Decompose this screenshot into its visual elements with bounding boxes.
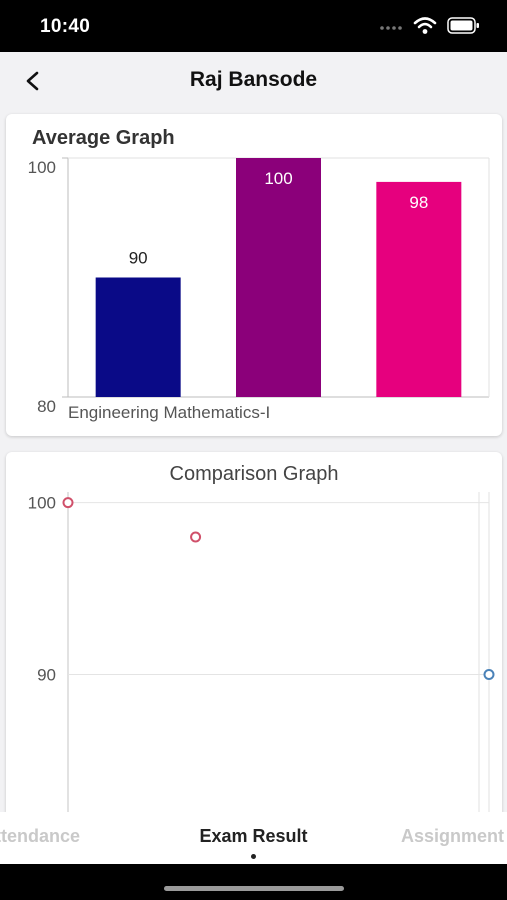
comparison-graph-title: Comparison Graph <box>170 463 339 485</box>
home-indicator[interactable] <box>164 886 344 891</box>
average-graph-card: Average Graph 90 100 98 100 80 Engineering … <box>6 114 502 436</box>
bar[interactable] <box>95 277 181 398</box>
x-category-label: Engineering Mathematics-I <box>68 403 270 422</box>
signal-dots-icon <box>380 26 402 30</box>
battery-icon <box>447 17 479 34</box>
average-graph-title: Average Graph <box>32 127 175 149</box>
comparison-scatter-chart: Comparison Graph 100 90 <box>28 463 495 812</box>
content-scroll-area[interactable]: Average Graph 90 100 98 100 80 Engineering … <box>0 110 507 812</box>
tab-exam-result-wrapper: Exam Result <box>0 826 507 847</box>
chevron-left-icon <box>26 71 39 91</box>
status-icons <box>377 15 487 37</box>
active-tab-indicator <box>251 854 256 859</box>
bar[interactable] <box>376 181 462 397</box>
scatter-point[interactable] <box>190 531 202 543</box>
status-time: 10:40 <box>40 16 91 37</box>
comparison-graph-card: Comparison Graph 100 90 <box>6 452 502 812</box>
segment-tab-bar: Attendance Exam Result Assignment <box>0 812 507 864</box>
y-tick-label: 100 <box>28 494 56 513</box>
tab-exam-result[interactable]: Exam Result <box>199 826 308 846</box>
wifi-icon <box>413 17 437 34</box>
navigation-bar: Raj Bansode <box>0 52 507 110</box>
average-bar-chart: Average Graph 90 100 98 100 80 Engineering … <box>28 127 490 422</box>
status-bar: 10:40 <box>0 0 507 52</box>
back-button[interactable] <box>16 64 50 98</box>
bar-value-label: 90 <box>129 249 148 268</box>
y-tick-label: 90 <box>37 666 56 685</box>
page-title: Raj Bansode <box>189 68 318 91</box>
tab-assignment[interactable]: Assignment <box>401 826 505 846</box>
home-indicator-area <box>0 864 507 900</box>
scatter-point[interactable] <box>483 669 495 680</box>
bar[interactable] <box>236 158 321 397</box>
y-tick-label: 100 <box>28 158 56 177</box>
bar-value-label: 100 <box>264 169 292 188</box>
bar-value-label: 98 <box>409 193 428 212</box>
tab-attendance[interactable]: Attendance <box>0 826 81 846</box>
scatter-point[interactable] <box>62 497 74 509</box>
y-tick-label: 80 <box>37 397 56 416</box>
